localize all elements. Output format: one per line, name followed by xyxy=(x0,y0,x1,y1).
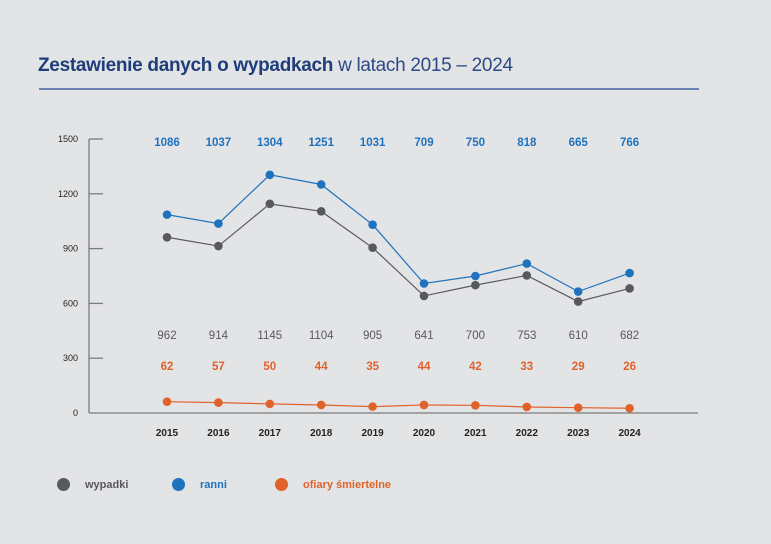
data-point-wypadki xyxy=(522,271,532,280)
data-point-ofiary xyxy=(419,400,429,410)
data-point-ofiary xyxy=(316,400,326,410)
data-point-ofiary xyxy=(162,397,172,406)
legend-dot-ranni xyxy=(172,478,185,491)
legend-item-wypadki: wypadki xyxy=(57,478,128,491)
data-point-wypadki xyxy=(265,199,275,209)
data-point-ofiary xyxy=(368,402,377,411)
data-point-ranni xyxy=(265,170,275,180)
data-point-wypadki xyxy=(316,207,326,216)
x-tick-label: 2022 xyxy=(516,428,539,439)
legend: wypadki ranni ofiary śmiertelne xyxy=(0,478,771,498)
data-label-ranni: 750 xyxy=(466,137,485,149)
data-label-ranni: 1031 xyxy=(360,137,386,149)
data-label-ofiary: 50 xyxy=(263,361,276,373)
data-point-ofiary xyxy=(522,402,532,412)
legend-item-ranni: ranni xyxy=(172,478,227,491)
data-label-ofiary: 33 xyxy=(520,361,533,373)
data-point-ofiary xyxy=(573,403,583,413)
chart-title-rest: w latach 2015 – 2024 xyxy=(333,55,513,76)
data-label-ranni: 1037 xyxy=(206,137,232,149)
data-label-ranni: 766 xyxy=(620,137,639,149)
title-divider xyxy=(39,88,699,90)
data-point-ranni xyxy=(162,210,172,219)
data-point-ranni xyxy=(419,279,429,288)
x-tick-label: 2019 xyxy=(361,428,384,439)
x-tick-label: 2021 xyxy=(464,428,487,439)
x-tick-label: 2020 xyxy=(413,428,436,439)
data-point-wypadki xyxy=(471,280,480,290)
data-label-wypadki: 962 xyxy=(157,330,176,342)
data-label-wypadki: 700 xyxy=(466,330,485,342)
y-tick-label: 600 xyxy=(63,298,78,308)
data-label-ofiary: 35 xyxy=(366,361,379,373)
data-label-ranni: 818 xyxy=(517,137,537,149)
y-tick-label: 300 xyxy=(63,353,78,363)
data-label-wypadki: 905 xyxy=(363,330,382,342)
data-label-ranni: 1086 xyxy=(154,137,180,149)
data-point-ofiary xyxy=(214,398,223,407)
data-label-wypadki: 641 xyxy=(414,330,433,342)
x-tick-label: 2023 xyxy=(567,428,590,439)
data-point-wypadki xyxy=(368,243,377,252)
data-point-wypadki xyxy=(625,284,634,293)
x-tick-label: 2017 xyxy=(259,428,282,439)
data-point-wypadki xyxy=(162,232,172,242)
x-tick-label: 2016 xyxy=(207,428,230,439)
chart-title: Zestawienie danych o wypadkach w latach … xyxy=(38,55,513,77)
data-point-ranni xyxy=(316,180,326,189)
data-label-ofiary: 29 xyxy=(572,361,585,373)
data-label-ofiary: 42 xyxy=(469,361,482,373)
legend-dot-wypadki xyxy=(57,478,70,491)
x-tick-label: 2024 xyxy=(618,428,641,439)
series-line-wypadki xyxy=(166,203,630,303)
y-tick-label: 1500 xyxy=(58,134,78,144)
data-label-wypadki: 1145 xyxy=(257,330,282,342)
legend-label-ranni: ranni xyxy=(200,478,227,491)
y-tick-label: 1200 xyxy=(58,189,78,199)
data-point-ranni xyxy=(368,220,377,229)
data-label-ofiary: 57 xyxy=(212,361,225,373)
data-label-ranni: 1251 xyxy=(308,137,334,149)
data-point-wypadki xyxy=(419,291,429,301)
legend-label-wypadki: wypadki xyxy=(85,478,129,491)
x-tick-label: 2018 xyxy=(310,428,333,439)
data-point-ofiary xyxy=(265,399,275,409)
data-label-wypadki: 1104 xyxy=(309,330,334,342)
legend-dot-ofiary xyxy=(275,478,288,491)
y-tick-label: 0 xyxy=(73,408,78,418)
data-label-ofiary: 62 xyxy=(161,361,174,373)
x-tick-label: 2015 xyxy=(156,428,179,439)
data-label-wypadki: 610 xyxy=(569,330,588,342)
chart-title-bold: Zestawienie danych o wypadkach xyxy=(38,55,334,76)
data-point-ofiary xyxy=(471,401,480,410)
data-label-ranni: 665 xyxy=(569,137,589,149)
data-point-ranni xyxy=(471,271,480,281)
legend-label-ofiary: ofiary śmiertelne xyxy=(303,478,392,491)
data-label-wypadki: 753 xyxy=(517,330,536,342)
data-point-wypadki xyxy=(573,297,583,306)
data-label-ofiary: 26 xyxy=(623,361,636,373)
data-point-ranni xyxy=(214,219,223,228)
data-label-ofiary: 44 xyxy=(315,361,328,373)
data-label-wypadki: 682 xyxy=(620,330,639,342)
y-tick-label: 900 xyxy=(63,244,78,254)
series-line-ofiary xyxy=(166,401,630,409)
data-label-ranni: 1304 xyxy=(257,137,283,149)
data-label-ofiary: 44 xyxy=(418,361,431,373)
legend-item-ofiary: ofiary śmiertelne xyxy=(275,478,391,491)
data-point-ranni xyxy=(625,268,634,278)
data-point-ranni xyxy=(522,259,532,268)
data-point-ofiary xyxy=(625,403,634,413)
series-line-ranni xyxy=(166,174,630,293)
data-label-ranni: 709 xyxy=(414,137,433,149)
data-label-wypadki: 914 xyxy=(209,330,229,342)
data-point-ranni xyxy=(573,287,583,296)
data-point-wypadki xyxy=(214,241,223,251)
